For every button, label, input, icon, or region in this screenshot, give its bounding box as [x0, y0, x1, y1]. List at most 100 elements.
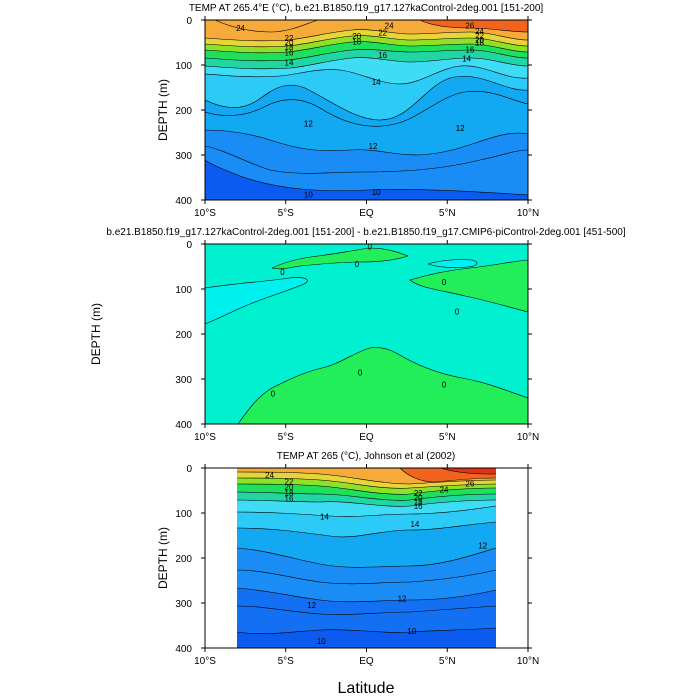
panel-2-line-eq-zero [271, 247, 409, 270]
contour-label: 14 [285, 58, 294, 67]
panel-1-line-18 [205, 49, 528, 62]
panel-3-line-18 [236, 483, 497, 495]
panel-1-line-26 [419, 20, 528, 33]
panel-1-line-13 [205, 90, 528, 127]
contour-label: 20 [414, 494, 423, 503]
x-tick-label: 5°N [439, 656, 456, 667]
x-tick-label: 10°N [517, 656, 539, 667]
contour-label: 0 [358, 369, 363, 378]
contour-label: 14 [462, 55, 471, 64]
panel-3-line-13 [236, 521, 497, 538]
y-tick-label: 400 [175, 196, 192, 207]
y-tick-label: 200 [175, 554, 192, 565]
contour-label: 16 [285, 495, 294, 504]
y-tick-label: 400 [175, 420, 192, 431]
contour-label: 0 [280, 268, 285, 277]
x-tick-label: 10°S [194, 208, 216, 219]
x-tick-label: EQ [359, 208, 374, 219]
panel-3-line-12b [236, 569, 497, 585]
contour-label: 10 [304, 191, 313, 200]
contour-label: 20 [285, 483, 294, 492]
y-tick-label: 0 [186, 16, 192, 27]
panel-3-line-11 [236, 587, 497, 603]
y-tick-label: 200 [175, 330, 192, 341]
panel-3-line-14 [236, 505, 497, 517]
panel-1-line-20 [205, 41, 528, 54]
panel-1-contour-lines [205, 20, 528, 196]
x-tick-label: EQ [359, 656, 374, 667]
y-tick-label: 300 [175, 375, 192, 386]
panel-3-band-gt26 [440, 468, 496, 474]
contour-label: 22 [414, 489, 423, 498]
contour-label: 0 [455, 308, 460, 317]
contour-label: 10 [317, 637, 326, 646]
contour-label: 22 [378, 29, 387, 38]
panel-1-temperature-model: TEMP AT 265.4°E (°C), b.e21.B1850.f19_g1… [156, 3, 543, 219]
panel-3-line-26 [439, 468, 497, 475]
contour-label: 12 [369, 142, 378, 151]
x-tick-label: 5°S [278, 432, 295, 443]
panel-1-line-24 [205, 29, 528, 42]
panel-2-positive-region-north [410, 260, 528, 312]
contour-label: 22 [285, 34, 294, 43]
contour-label: 12 [478, 541, 487, 550]
panel-3-line-22 [236, 471, 497, 485]
panel-3-line-16 [236, 491, 497, 501]
panel-2-positive-region-deep [238, 347, 528, 424]
contour-label: 18 [414, 498, 423, 507]
contour-label: 0 [271, 389, 276, 398]
panel-1-title: TEMP AT 265.4°E (°C), b.e21.B1850.f19_g1… [189, 3, 544, 14]
x-tick-label: 10°S [194, 432, 216, 443]
panel-1-line-25 [214, 20, 319, 33]
panel-2-negative-region-north [428, 259, 477, 268]
contour-label: 18 [475, 39, 484, 48]
panel-1-ticks: 10°S 5°S EQ 5°N 10°N 0 100 200 300 400 [175, 16, 539, 219]
panel-3-line-15 [236, 499, 497, 507]
contour-label: 16 [414, 502, 423, 511]
panel-1-line-12 [205, 129, 528, 156]
panel-1-filled-contours [205, 20, 528, 200]
contour-label: 10 [372, 188, 381, 197]
panel-3-line-11b [236, 605, 497, 615]
contour-label: 20 [352, 32, 361, 41]
panel-3-temperature-observed: TEMP AT 265 (°C), Johnson et al (2002) [156, 451, 539, 667]
y-tick-label: 300 [175, 599, 192, 610]
contour-label: 14 [410, 520, 419, 529]
panel-3-line-12 [236, 547, 497, 568]
contour-label: 14 [320, 513, 329, 522]
y-tick-label: 100 [175, 61, 192, 72]
panel-2-contour-lines [205, 247, 528, 424]
panel-1-line-11 [205, 145, 528, 174]
panel-2-line-deep-zero [237, 347, 528, 424]
panel-2-line-north-zero [409, 259, 528, 313]
y-tick-label: 100 [175, 285, 192, 296]
contour-label: 14 [372, 78, 381, 87]
contour-label: 24 [236, 24, 245, 33]
contour-label: 12 [398, 595, 407, 604]
x-tick-label: 5°N [439, 208, 456, 219]
panel-2-filled-contours [205, 244, 528, 424]
panel-3-line-10 [236, 627, 497, 635]
contour-label: 16 [465, 46, 474, 55]
contour-label: 18 [285, 43, 294, 52]
contour-label: 24 [440, 486, 449, 495]
contour-label: 22 [285, 478, 294, 487]
contour-label: 0 [442, 380, 447, 389]
panel-1-line-14 [205, 76, 528, 121]
contour-label: 20 [285, 39, 294, 48]
contour-label: 12 [304, 120, 313, 129]
panel-1-line-16 [205, 57, 528, 70]
y-tick-label: 200 [175, 106, 192, 117]
contour-label: 24 [475, 27, 484, 36]
panel-3-ticks: 10°S 5°S EQ 5°N 10°N 0 100 200 300 400 [175, 464, 539, 667]
contour-label: 12 [456, 124, 465, 133]
contour-label: 12 [307, 601, 316, 610]
panel-2-positive-region-shallow-eq [272, 248, 408, 269]
contour-label: 0 [368, 243, 373, 252]
contour-label: 24 [265, 471, 274, 480]
panel-1-band-gt26 [420, 20, 528, 32]
contour-label: 0 [442, 278, 447, 287]
contour-label: 20 [475, 36, 484, 45]
contour-label: 0 [355, 260, 360, 269]
